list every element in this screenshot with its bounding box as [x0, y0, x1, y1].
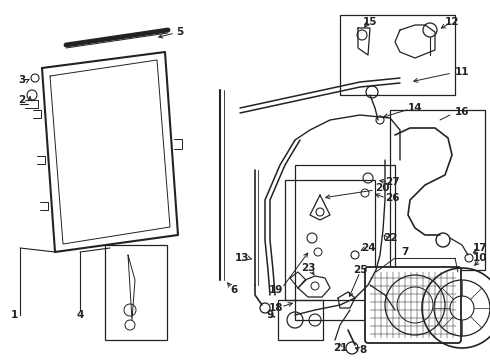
- Text: 27: 27: [385, 177, 399, 187]
- FancyBboxPatch shape: [365, 267, 461, 343]
- Text: 12: 12: [445, 17, 459, 27]
- Text: 26: 26: [385, 193, 399, 203]
- Text: 18: 18: [269, 303, 283, 313]
- Text: 8: 8: [359, 345, 367, 355]
- Text: 5: 5: [176, 27, 184, 37]
- Text: 19: 19: [269, 285, 283, 295]
- Text: 4: 4: [76, 310, 84, 320]
- Bar: [295, 165, 395, 320]
- Text: 14: 14: [408, 103, 422, 113]
- Text: 13: 13: [235, 253, 249, 263]
- Text: 22: 22: [383, 233, 397, 243]
- Text: 25: 25: [353, 265, 367, 275]
- Text: 23: 23: [301, 263, 315, 273]
- Bar: [285, 180, 375, 300]
- Text: 10: 10: [473, 253, 487, 263]
- Text: 21: 21: [333, 343, 347, 353]
- Bar: [390, 110, 485, 270]
- Text: 2: 2: [19, 95, 25, 105]
- Text: 6: 6: [230, 285, 238, 295]
- Text: 24: 24: [361, 243, 375, 253]
- Text: 15: 15: [363, 17, 377, 27]
- Text: 3: 3: [19, 75, 25, 85]
- Text: 1: 1: [10, 310, 18, 320]
- Text: 20: 20: [375, 183, 389, 193]
- Text: 9: 9: [267, 310, 273, 320]
- Text: 17: 17: [473, 243, 488, 253]
- Bar: [105, 245, 167, 340]
- Circle shape: [27, 90, 37, 100]
- Bar: [340, 15, 455, 95]
- Text: 16: 16: [455, 107, 469, 117]
- Text: 7: 7: [401, 247, 409, 257]
- Circle shape: [31, 74, 39, 82]
- Bar: [278, 300, 323, 340]
- Text: 11: 11: [455, 67, 469, 77]
